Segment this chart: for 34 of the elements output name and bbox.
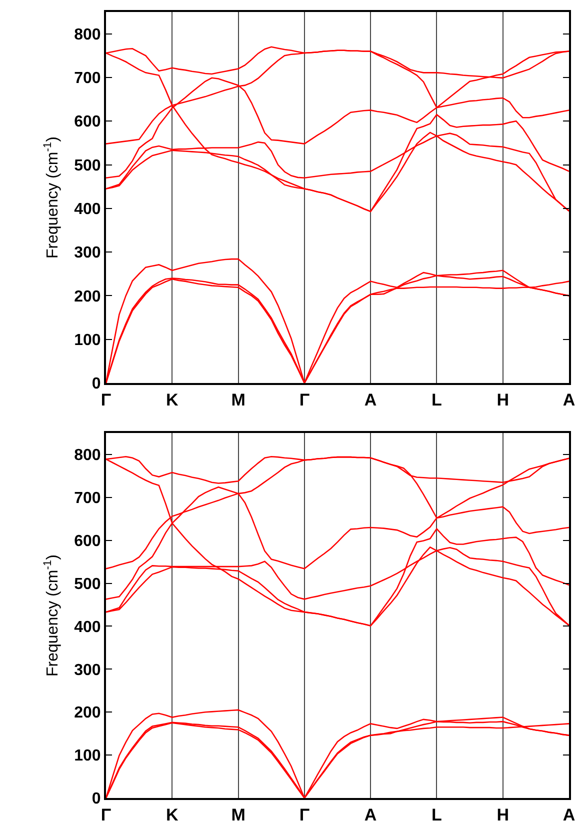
y-tick-label: 700 [74,490,101,508]
y-tick-label: 0 [92,376,101,393]
x-tick-label: L [432,805,442,824]
x-tick-label: A [562,390,576,410]
x-tick-label: K [166,805,179,824]
x-tick-label: K [166,390,179,410]
y-tick-label: 400 [74,618,101,636]
x-tick-label: L [432,390,442,410]
y-tick-label: 300 [74,244,101,262]
y-tick-label: 100 [74,748,101,765]
x-tick-label: Γ [299,805,310,824]
y-tick-label: 200 [74,704,101,722]
y-tick-label: 200 [74,288,101,306]
x-tick-label: H [496,805,509,824]
y-tick-label: 500 [74,576,101,593]
y-tick-label: 800 [74,447,101,464]
x-tick-label: M [231,390,246,410]
y-tick-label: 0 [92,790,101,808]
x-tick-label: Γ [299,390,310,410]
y-tick-label: 600 [74,114,101,131]
y-tick-label: 600 [74,532,101,550]
x-tick-label: A [562,805,576,824]
y-tick-label: 100 [74,332,101,349]
x-tick-label: Γ [100,390,112,410]
y-tick-label: 700 [74,70,101,88]
x-tick-label: M [231,805,246,824]
y-tick-label: 500 [74,157,101,174]
x-tick-label: Γ [100,805,112,824]
y-tick-label: 300 [74,662,101,679]
x-tick-label: H [496,390,509,410]
y-tick-label: 800 [74,26,101,44]
x-tick-label: A [364,390,377,410]
y-tick-label: 400 [74,201,101,218]
x-tick-label: A [364,805,377,824]
